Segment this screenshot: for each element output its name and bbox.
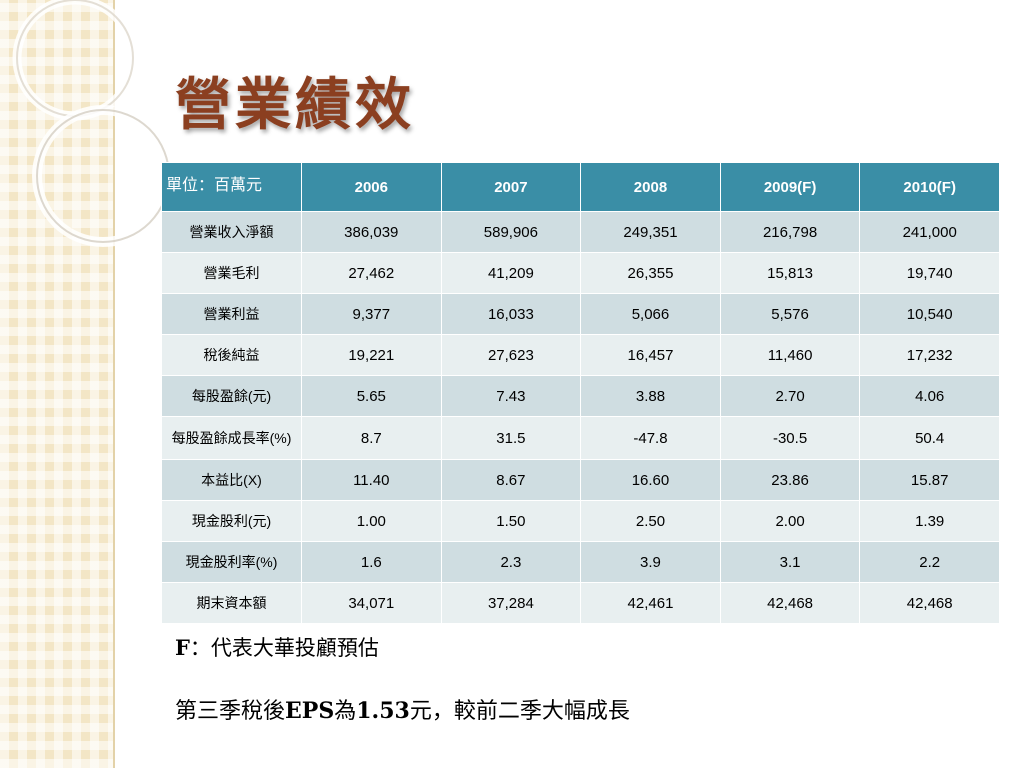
table-year-header: 2010(F): [859, 162, 1000, 212]
row-label: 營業毛利: [161, 252, 302, 294]
table-cell: 27,462: [301, 252, 442, 294]
table-cell: 249,351: [580, 211, 721, 253]
table-row: 每股盈餘(元) 5.65 7.43 3.88 2.70 4.06: [161, 375, 1000, 417]
row-label: 稅後純益: [161, 334, 302, 376]
table-cell: 27,623: [440, 334, 582, 376]
table-cell: 2.3: [440, 541, 582, 583]
row-label: 現金股利率(%): [161, 541, 302, 583]
table-row: 現金股利率(%) 1.6 2.3 3.9 3.1 2.2: [161, 541, 1000, 583]
table-cell: 8.67: [440, 459, 582, 501]
row-label: 現金股利(元): [161, 500, 302, 542]
row-label: 本益比(X): [161, 459, 302, 501]
table-cell: 26,355: [580, 252, 721, 294]
table-row: 現金股利(元) 1.00 1.50 2.50 2.00 1.39: [161, 500, 1000, 542]
table-row: 營業收入淨額 386,039 589,906 249,351 216,798 241,00…: [161, 211, 1000, 253]
table-row: 本益比(X) 11.40 8.67 16.60 23.86 15.87: [161, 459, 1000, 501]
table-cell: 2.50: [580, 500, 721, 542]
table-cell: 19,740: [859, 252, 1000, 294]
table-cell: 2.00: [719, 500, 861, 542]
table-cell: 19,221: [301, 334, 442, 376]
table-cell: 16.60: [580, 459, 721, 501]
table-cell: 42,468: [719, 582, 861, 624]
row-label: 營業利益: [161, 293, 302, 335]
table-cell: 11.40: [301, 459, 442, 501]
table-cell: 8.7: [301, 416, 442, 460]
table-cell: 5,576: [719, 293, 861, 335]
eps-summary-part2: 為: [334, 699, 357, 724]
table-cell: 3.1: [719, 541, 861, 583]
table-cell: 3.88: [580, 375, 721, 417]
table-row: 稅後純益 19,221 27,623 16,457 11,460 17,232: [161, 334, 1000, 376]
table-row: 每股盈餘成長率(%) 8.7 31.5 -47.8 -30.5 50.4: [161, 416, 1000, 460]
table-cell: -30.5: [719, 416, 861, 460]
table-row: 營業毛利 27,462 41,209 26,355 15,813 19,740: [161, 252, 1000, 294]
table-cell: 41,209: [440, 252, 582, 294]
row-label: 每股盈餘(元): [161, 375, 302, 417]
table-cell: 1.39: [859, 500, 1000, 542]
table-cell: 34,071: [301, 582, 442, 624]
row-label: 營業收入淨額: [161, 211, 302, 253]
eps-summary-eps: EPS: [285, 698, 335, 724]
table-cell: 2.70: [719, 375, 861, 417]
forecast-note-text: ：代表大華投顧預估: [189, 636, 379, 660]
eps-summary-value: 1.53: [356, 698, 410, 724]
eps-summary-part1: 第三季稅後: [175, 699, 286, 724]
table-cell: 11,460: [719, 334, 861, 376]
table-header-row: 單位：百萬元 2006 2007 2008 2009(F) 2010(F): [161, 162, 1000, 212]
table-cell: 50.4: [859, 416, 1000, 460]
table-cell: 3.9: [580, 541, 721, 583]
table-cell: 23.86: [719, 459, 861, 501]
table-cell: 16,457: [580, 334, 721, 376]
table-year-header: 2009(F): [719, 162, 861, 212]
performance-table: 單位：百萬元 2006 2007 2008 2009(F) 2010(F) 營業收入淨額 3…: [161, 162, 1000, 624]
eps-summary-part3: 元，較前二季大幅成長: [409, 699, 630, 724]
forecast-symbol: F: [175, 635, 190, 660]
table-cell: 16,033: [440, 293, 582, 335]
table-year-header: 2008: [580, 162, 721, 212]
table-year-header: 2007: [440, 162, 582, 212]
table-cell: 589,906: [440, 211, 582, 253]
table-cell: 15.87: [859, 459, 1000, 501]
table-cell: 5.65: [301, 375, 442, 417]
table-unit-header: 單位：百萬元: [161, 162, 302, 212]
table-row: 期末資本額 34,071 37,284 42,461 42,468 42,468: [161, 582, 1000, 624]
table-cell: 10,540: [859, 293, 1000, 335]
table-cell: 42,468: [859, 582, 1000, 624]
table-cell: 386,039: [301, 211, 442, 253]
forecast-note: F：代表大華投顧預估: [175, 632, 379, 662]
table-cell: 216,798: [719, 211, 861, 253]
table-cell: 1.50: [440, 500, 582, 542]
table-year-header: 2006: [301, 162, 442, 212]
table-cell: 9,377: [301, 293, 442, 335]
row-label: 每股盈餘成長率(%): [161, 416, 302, 460]
table-cell: 7.43: [440, 375, 582, 417]
table-cell: 5,066: [580, 293, 721, 335]
table-cell: 15,813: [719, 252, 861, 294]
page-title: 營業績效: [175, 72, 415, 138]
table-body: 營業收入淨額 386,039 589,906 249,351 216,798 241,00…: [161, 211, 1000, 624]
decorative-sidebar: [0, 0, 113, 768]
sidebar-edge: [113, 0, 115, 768]
eps-summary: 第三季稅後EPS為1.53元，較前二季大幅成長: [175, 693, 630, 725]
table-cell: 42,461: [580, 582, 721, 624]
table-row: 營業利益 9,377 16,033 5,066 5,576 10,540: [161, 293, 1000, 335]
table-cell: 241,000: [859, 211, 1000, 253]
table-cell: -47.8: [580, 416, 721, 460]
table-cell: 17,232: [859, 334, 1000, 376]
table-cell: 4.06: [859, 375, 1000, 417]
table-cell: 2.2: [859, 541, 1000, 583]
row-label: 期末資本額: [161, 582, 302, 624]
table-cell: 31.5: [440, 416, 582, 460]
table-cell: 37,284: [440, 582, 582, 624]
table-cell: 1.00: [301, 500, 442, 542]
table-cell: 1.6: [301, 541, 442, 583]
